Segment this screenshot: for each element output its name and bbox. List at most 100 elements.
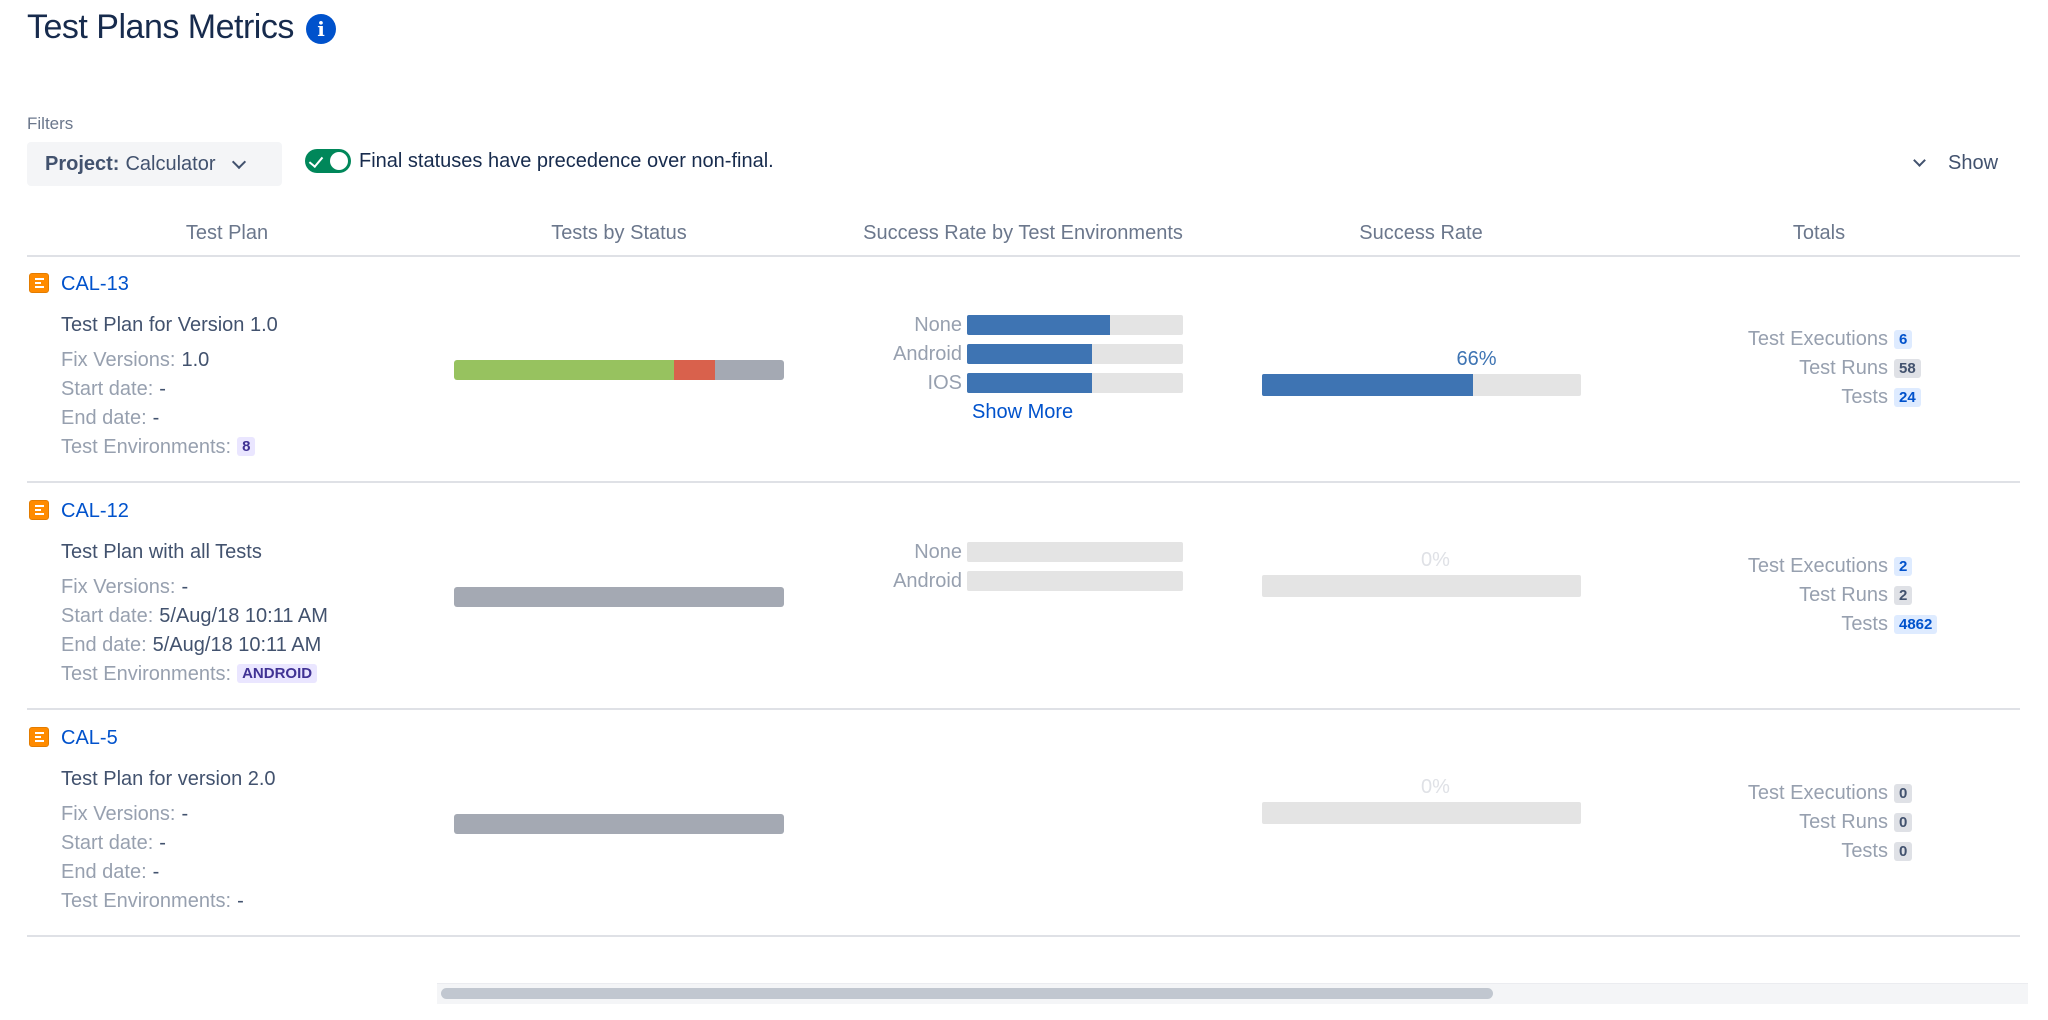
end-date-label: End date: — [61, 634, 147, 656]
env-rate-fill — [967, 373, 1093, 393]
test-executions-count: 6 — [1894, 330, 1913, 349]
test-environments-line: Test Environments: - — [61, 890, 244, 913]
test-runs-total: Test Runs 58 — [1638, 357, 1921, 380]
show-more-link[interactable]: Show More — [972, 401, 1074, 423]
scrollbar-thumb[interactable] — [441, 988, 1493, 999]
test-plan-icon-line — [35, 505, 44, 507]
test-runs-count: 0 — [1894, 813, 1913, 832]
test-plan-icon — [29, 727, 49, 747]
env-label: None — [914, 314, 962, 336]
show-label: Show — [1948, 152, 1999, 174]
env-rate-bar[interactable] — [967, 315, 1183, 335]
env-label: None — [914, 541, 962, 563]
test-plan-icon-line — [35, 278, 44, 280]
chevron-down-icon — [1913, 154, 1926, 167]
test-plan-key-link[interactable]: CAL-12 — [61, 500, 129, 522]
test-runs-total: Test Runs 2 — [1638, 584, 1913, 607]
status-segment-todo[interactable] — [715, 360, 784, 380]
test-executions-label: Test Executions — [1747, 555, 1888, 577]
end-date-label: End date: — [61, 861, 147, 883]
project-select-key: Project: — [45, 152, 120, 175]
env-rate-fill — [967, 315, 1110, 335]
fix-versions-line: Fix Versions: - — [61, 803, 188, 826]
tests-label: Tests — [1841, 840, 1888, 862]
chevron-down-icon — [231, 154, 246, 169]
success-rate-bar[interactable] — [1262, 575, 1581, 597]
col-header-success-rate[interactable]: Success Rate — [1359, 222, 1483, 244]
project-select[interactable]: Project: Calculator — [27, 142, 282, 186]
test-plan-name: Test Plan for Version 1.0 — [61, 314, 278, 336]
end-date-value: - — [152, 861, 160, 883]
success-rate-percent: 0% — [1421, 776, 1450, 798]
end-date-line: End date: 5/Aug/18 10:11 AM — [61, 634, 321, 657]
success-rate-percent: 0% — [1421, 549, 1450, 571]
table-row: CAL-12 Test Plan with all Tests Fix Versio… — [0, 483, 2048, 710]
test-executions-total: Test Executions 6 — [1638, 328, 1913, 351]
col-header-success-rate-env[interactable]: Success Rate by Test Environments — [863, 222, 1183, 244]
table-row: CAL-13 Test Plan for Version 1.0 Fix Versi… — [0, 256, 2048, 483]
table-row: CAL-5 Test Plan for version 2.0 Fix Versio… — [0, 710, 2048, 937]
test-plan-key-link[interactable]: CAL-5 — [61, 727, 118, 749]
fix-versions-value: - — [181, 803, 189, 825]
tests-by-status-bar[interactable] — [454, 360, 784, 380]
tests-count: 24 — [1894, 388, 1921, 407]
test-environments-label: Test Environments: — [61, 890, 232, 912]
env-label: Android — [893, 343, 962, 365]
row-divider — [27, 481, 2020, 483]
tests-by-status-bar[interactable] — [454, 587, 784, 607]
fix-versions-label: Fix Versions: — [61, 349, 176, 371]
start-date-value: - — [159, 378, 166, 400]
env-label: Android — [893, 570, 962, 592]
fix-versions-label: Fix Versions: — [61, 803, 176, 825]
info-icon[interactable]: i — [306, 14, 336, 44]
test-runs-total: Test Runs 0 — [1638, 811, 1913, 834]
status-segment-passed[interactable] — [454, 360, 675, 380]
test-environments-line: Test Environments: ANDROID — [61, 663, 318, 686]
row-divider — [27, 708, 2020, 710]
env-label: IOS — [927, 372, 962, 394]
env-rate-bar[interactable] — [967, 542, 1183, 562]
final-status-toggle[interactable] — [305, 149, 351, 173]
test-plan-key-link[interactable]: CAL-13 — [61, 273, 129, 295]
start-date-value: - — [159, 832, 166, 854]
test-environments-label: Test Environments: — [61, 663, 232, 685]
tests-total: Tests 24 — [1638, 386, 1921, 409]
status-segment-todo[interactable] — [454, 814, 784, 834]
start-date-label: Start date: — [61, 605, 154, 627]
col-header-tests-by-status[interactable]: Tests by Status — [551, 222, 687, 244]
test-runs-count: 2 — [1894, 586, 1913, 605]
tests-label: Tests — [1841, 386, 1888, 408]
col-header-test-plan[interactable]: Test Plan — [185, 222, 269, 244]
final-status-toggle-label: Final statuses have precedence over non-… — [359, 150, 774, 172]
col-header-totals[interactable]: Totals — [1792, 222, 1846, 244]
start-date-line: Start date: 5/Aug/18 10:11 AM — [61, 605, 328, 628]
test-runs-count: 58 — [1894, 359, 1921, 378]
fix-versions-line: Fix Versions: 1.0 — [61, 349, 209, 372]
status-segment-todo[interactable] — [454, 587, 784, 607]
fix-versions-line: Fix Versions: - — [61, 576, 188, 599]
check-icon — [308, 152, 324, 169]
success-rate-bar[interactable] — [1262, 802, 1581, 824]
start-date-label: Start date: — [61, 378, 154, 400]
test-plan-icon — [29, 500, 49, 520]
status-segment-failed[interactable] — [674, 360, 716, 380]
test-plan-icon-line — [35, 732, 44, 734]
start-date-value: 5/Aug/18 10:11 AM — [159, 605, 328, 627]
env-rate-fill — [967, 344, 1093, 364]
success-rate-bar[interactable] — [1262, 374, 1581, 396]
test-plan-icon-line — [35, 286, 44, 288]
success-rate-fill — [1262, 374, 1473, 396]
tests-by-status-bar[interactable] — [454, 814, 784, 834]
test-executions-total: Test Executions 0 — [1638, 782, 1913, 805]
env-rate-bar[interactable] — [967, 373, 1183, 393]
test-executions-count: 0 — [1894, 784, 1913, 803]
end-date-value: - — [152, 407, 160, 429]
test-runs-label: Test Runs — [1799, 357, 1888, 379]
fix-versions-value: - — [181, 576, 189, 598]
show-columns-button[interactable]: Show — [1913, 152, 1999, 175]
test-plan-name: Test Plan for version 2.0 — [61, 768, 276, 790]
test-plan-icon-line — [35, 736, 41, 738]
env-rate-bar[interactable] — [967, 571, 1183, 591]
test-environments-badge: - — [237, 890, 244, 912]
env-rate-bar[interactable] — [967, 344, 1183, 364]
